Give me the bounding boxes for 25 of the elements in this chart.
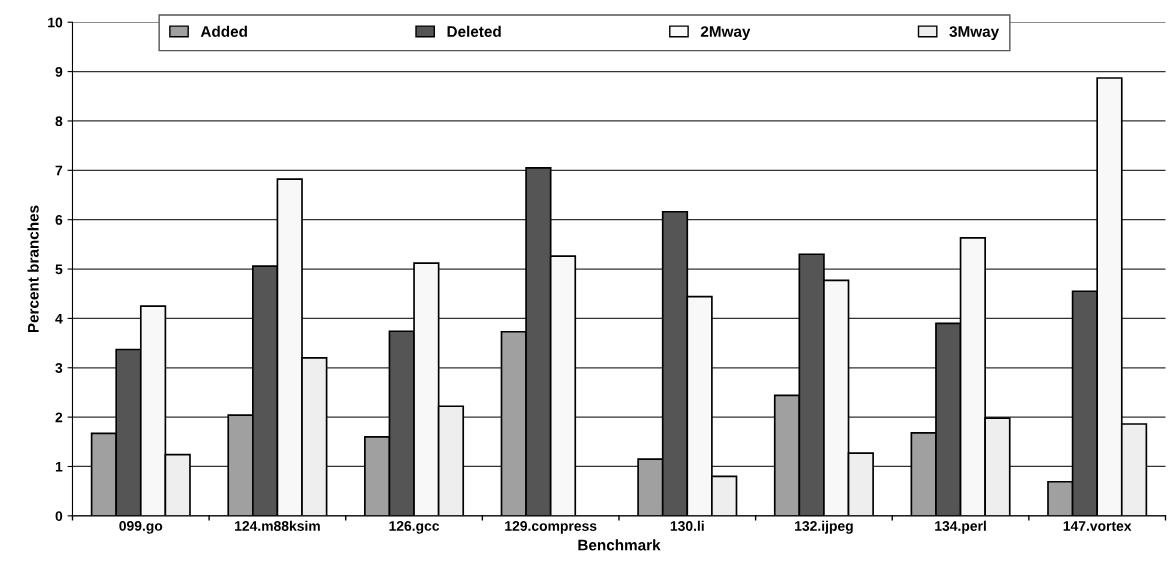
x-tick-label: 147.vortex [1063,521,1132,531]
y-tick-label: 1 [55,461,63,472]
y-tick-label: 8 [55,116,63,127]
y-tick-label: 10 [48,17,63,28]
x-tick-label: 134.perl [935,520,986,534]
y-tick-label: 0 [55,511,63,522]
x-axis-title: Benchmark [578,539,661,551]
y-tick-label: 2 [55,412,63,423]
y-tick-label: 3 [55,363,63,373]
x-tick-label: 129.compress [505,521,597,534]
y-tick-label: 7 [55,165,63,176]
y-tick-label: 5 [55,264,63,275]
legend-label: Deleted [447,25,501,37]
y-tick-label: 4 [55,313,63,324]
legend-label: 2Mway [700,26,751,40]
x-tick-label: 132.ijpeg [795,520,853,534]
x-tick-label: 126.gcc [389,521,440,534]
y-tick-label: 9 [55,66,63,77]
x-tick-label: 124.m88ksim [235,520,320,531]
x-tick-label: 099.go [119,521,163,534]
legend-label: Added [200,25,247,37]
y-axis-title: Percent branches [27,205,39,333]
y-tick-label: 6 [55,215,63,225]
legend-label: 3Mway [949,26,1000,40]
x-tick-label: 130.li [670,520,704,531]
